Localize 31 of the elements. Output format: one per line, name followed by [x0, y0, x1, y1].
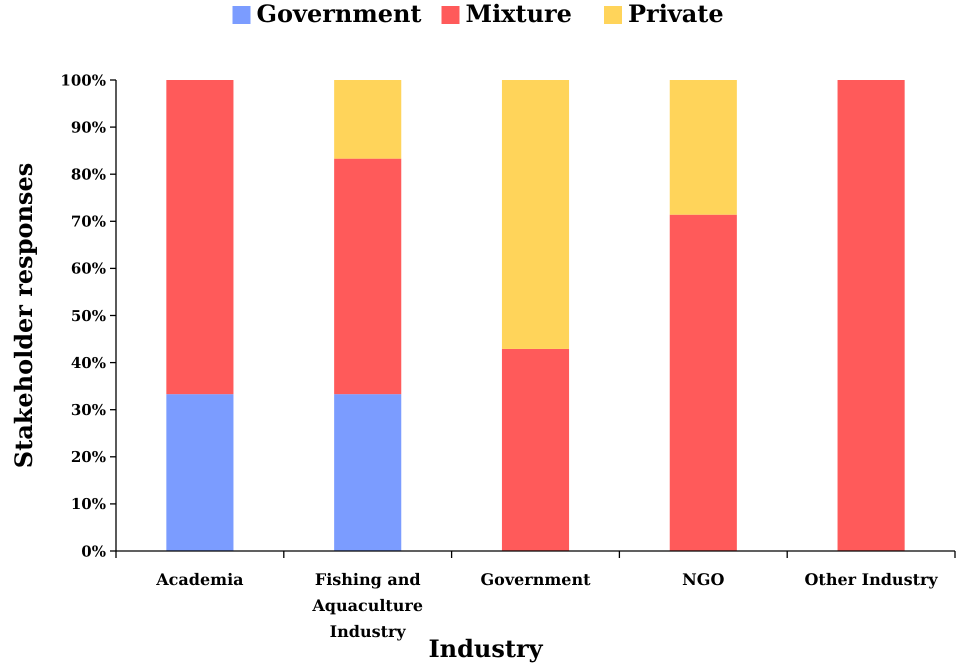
y-tick-label: 100% — [60, 71, 106, 90]
y-tick-label: 40% — [70, 354, 106, 372]
bar — [334, 158, 402, 394]
y-tick-label: 50% — [70, 306, 106, 325]
y-tick-label: 90% — [70, 118, 106, 136]
bar — [166, 80, 234, 394]
y-tick-label: 20% — [70, 448, 106, 466]
bar — [334, 80, 402, 159]
y-tick-label: 60% — [70, 260, 106, 278]
x-tick-label: NGO — [682, 570, 724, 589]
y-tick-label: 70% — [70, 212, 106, 231]
bar — [670, 214, 737, 551]
bar — [502, 80, 570, 349]
y-tick-label: 0% — [81, 542, 106, 560]
bar — [838, 80, 905, 551]
x-tick-label: Academia — [155, 570, 244, 589]
x-tick-label: Fishing and Aquaculture Industry — [311, 570, 424, 641]
y-tick-label: 10% — [70, 495, 106, 514]
legend-label: Government — [256, 0, 422, 28]
y-tick-label: 80% — [70, 165, 106, 184]
x-tick-label: Government — [480, 570, 592, 589]
y-tick-label: 30% — [70, 400, 106, 419]
x-tick-label: Other Industry — [804, 570, 938, 589]
legend-label: Mixture — [466, 0, 572, 28]
bar — [166, 394, 234, 551]
bar — [502, 348, 570, 551]
legend-label: Private — [628, 0, 724, 28]
bar — [670, 80, 737, 215]
y-axis-title: Stakeholder responses — [9, 162, 38, 468]
bar — [334, 394, 402, 551]
x-axis-title: Industry — [428, 634, 544, 663]
